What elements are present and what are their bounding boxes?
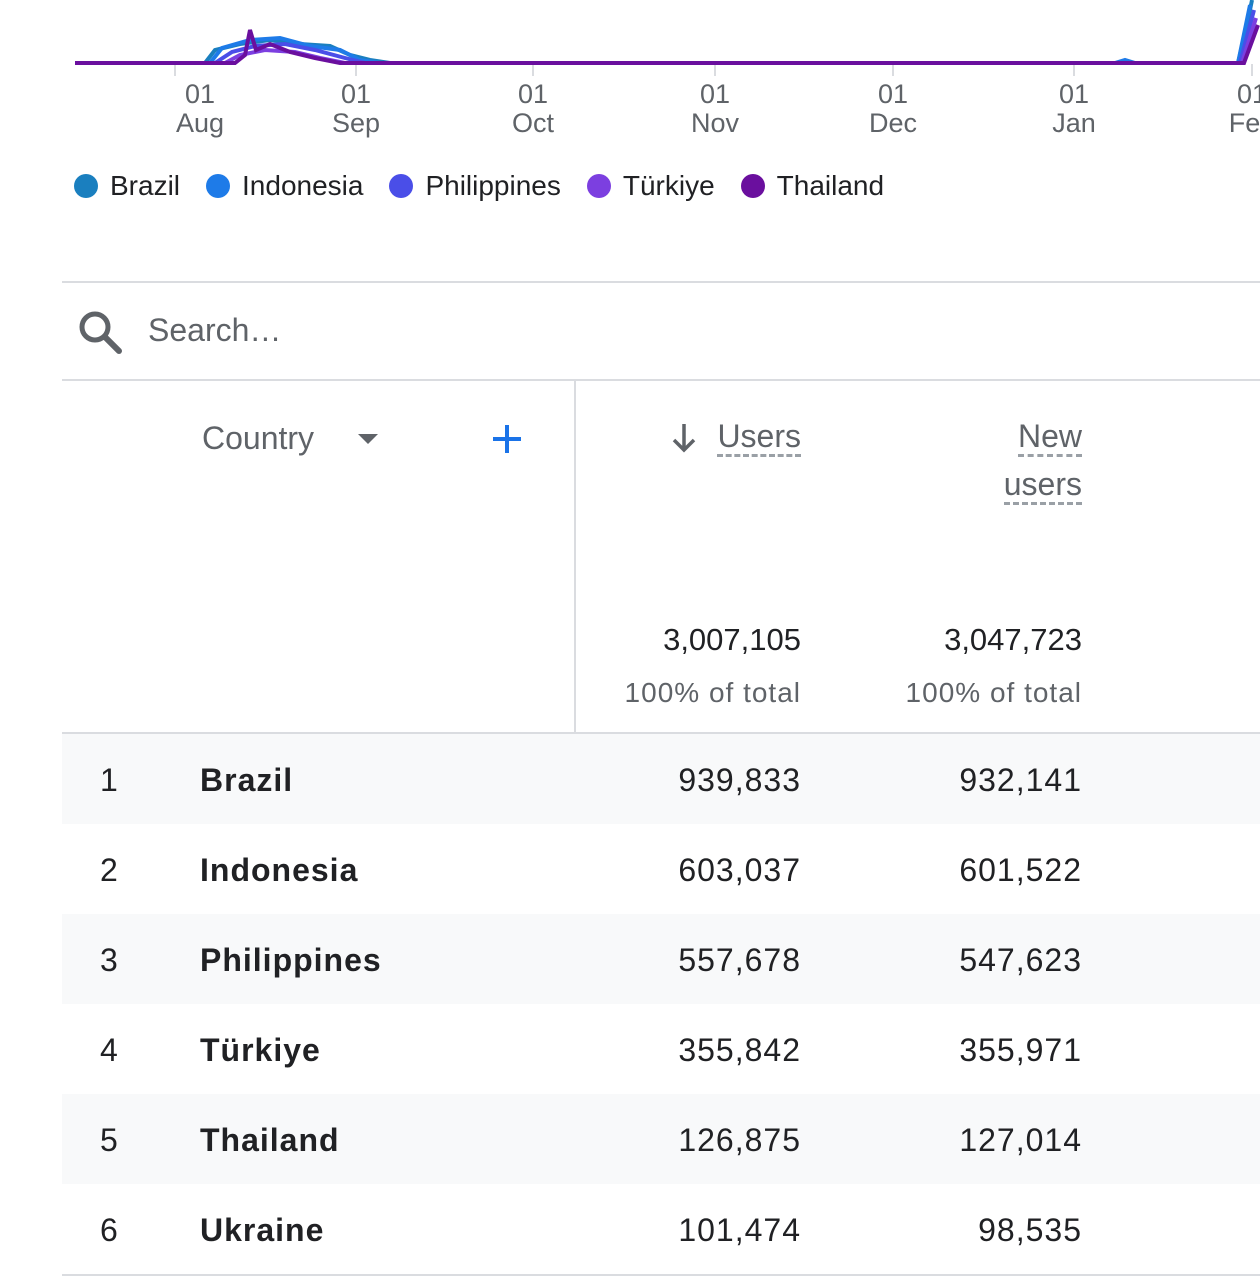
table-row: 4 Türkiye 355,842 355,971 — [62, 1004, 1260, 1096]
dimension-header[interactable]: Country — [202, 420, 315, 456]
divider — [62, 732, 1260, 734]
x-tick-label: 01 — [878, 79, 908, 109]
legend-item[interactable]: Indonesia — [206, 170, 363, 202]
x-tick-label: 01 — [518, 79, 548, 109]
legend-dot — [389, 174, 414, 198]
x-tick-label: 01 — [185, 79, 215, 109]
users-total: 3,007,105 — [663, 622, 801, 657]
legend-dot — [74, 174, 98, 198]
legend-dot — [586, 174, 611, 198]
x-tick-label: 01 — [1059, 79, 1089, 109]
rank-cell: 3 — [100, 942, 118, 978]
new-users-share: 100% of total — [905, 677, 1082, 708]
new-users-cell: 932,141 — [959, 762, 1082, 798]
x-tick-label: Nov — [691, 108, 740, 138]
legend-item[interactable]: Brazil — [74, 170, 180, 202]
trend-chart: 01Aug01Sep01Oct01Nov01Dec01Jan01Feb — [75, 0, 1260, 138]
x-tick-label: Jan — [1052, 108, 1096, 138]
table-row: 6 Ukraine 101,474 98,535 — [62, 1184, 1260, 1276]
legend-item[interactable]: Thailand — [740, 170, 885, 202]
legend-dot — [206, 174, 231, 198]
country-cell: Ukraine — [200, 1212, 325, 1248]
users-header[interactable]: Users — [681, 412, 801, 460]
search-input[interactable]: Search… — [148, 312, 282, 348]
table-row: 3 Philippines 557,678 547,623 — [62, 914, 1260, 1006]
table-row: 5 Thailand 126,875 127,014 — [62, 1094, 1260, 1186]
new-users-header[interactable]: New users — [982, 412, 1082, 508]
country-cell: Türkiye — [200, 1032, 321, 1068]
users-cell: 355,842 — [678, 1032, 801, 1068]
legend-item[interactable]: Türkiye — [586, 170, 715, 202]
x-tick-label: 01 — [1237, 79, 1260, 109]
x-tick-label: Sep — [332, 108, 380, 138]
new-users-cell: 601,522 — [959, 852, 1082, 888]
rank-cell: 6 — [100, 1212, 118, 1248]
table-row: 2 Indonesia 603,037 601,522 — [62, 824, 1260, 916]
table-row: 1 Brazil 939,833 932,141 — [62, 734, 1260, 826]
legend-label: Türkiye — [622, 170, 715, 201]
country-cell: Philippines — [200, 942, 382, 978]
dropdown-arrow[interactable] — [356, 432, 380, 446]
x-tick-label: Aug — [176, 108, 224, 138]
country-cell: Brazil — [200, 762, 294, 798]
sort-arrow[interactable] — [670, 422, 698, 454]
new-users-total: 3,047,723 — [944, 622, 1082, 657]
rank-cell: 5 — [100, 1122, 118, 1158]
users-cell: 557,678 — [678, 942, 801, 978]
legend-dot — [740, 174, 765, 198]
new-users-cell: 98,535 — [978, 1212, 1082, 1248]
country-cell: Indonesia — [200, 852, 359, 888]
legend-label: Thailand — [776, 170, 885, 201]
legend-label: Philippines — [425, 170, 561, 201]
add-dimension[interactable] — [490, 422, 524, 456]
x-tick-label: 01 — [700, 79, 730, 109]
divider — [62, 379, 1260, 381]
new-users-cell: 355,971 — [959, 1032, 1082, 1068]
new-users-header-text[interactable]: New users — [1003, 418, 1082, 505]
legend: Brazil Indonesia Philippines Türkiye Thailan… — [74, 170, 910, 202]
country-cell: Thailand — [200, 1122, 340, 1158]
x-tick-label: 01 — [341, 79, 371, 109]
users-cell: 939,833 — [678, 762, 801, 798]
rank-cell: 1 — [100, 762, 118, 798]
x-tick-label: Feb — [1229, 108, 1260, 138]
search-icon[interactable] — [76, 308, 124, 356]
trend-line — [75, 24, 1260, 65]
divider — [62, 281, 1260, 283]
x-tick-label: Dec — [869, 108, 917, 138]
legend-label: Brazil — [110, 170, 181, 201]
new-users-cell: 547,623 — [959, 942, 1082, 978]
users-header-text[interactable]: Users — [717, 418, 801, 457]
users-cell: 126,875 — [678, 1122, 801, 1158]
legend-item[interactable]: Philippines — [389, 170, 561, 202]
rank-cell: 2 — [100, 852, 118, 888]
legend-label: Indonesia — [242, 170, 364, 201]
users-cell: 603,037 — [678, 852, 801, 888]
new-users-cell: 127,014 — [959, 1122, 1082, 1158]
x-tick-label: Oct — [512, 108, 555, 138]
users-share: 100% of total — [624, 677, 801, 708]
rank-cell: 4 — [100, 1032, 118, 1068]
users-cell: 101,474 — [678, 1212, 801, 1248]
